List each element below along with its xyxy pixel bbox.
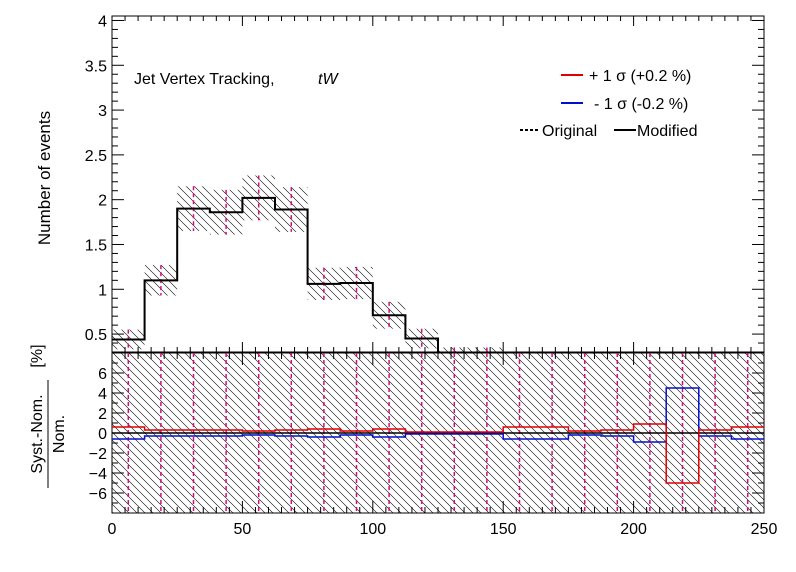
legend-down-label: - 1 σ (-0.2 %) — [594, 96, 688, 113]
main-y-tick-label: 3 — [98, 103, 107, 120]
main-panel: 0.5 1 1.5 2 2.5 3 3.5 4 Number of events Jet Ve… — [35, 13, 765, 353]
x-tick-label: 50 — [234, 521, 252, 538]
main-plot-frame — [111, 15, 765, 353]
legend-up-label: + 1 σ (+0.2 %) — [589, 68, 691, 85]
ratio-y-tick-label: −4 — [89, 466, 107, 483]
ratio-label-unit: [%] — [29, 344, 46, 367]
legend-modified-label: Modified — [637, 123, 697, 140]
main-y-tick-label: 2 — [98, 193, 107, 210]
main-y-tick-label: 2.5 — [85, 148, 107, 165]
main-y-tick-label: 0.5 — [85, 327, 107, 344]
x-tick-label: 250 — [751, 521, 778, 538]
main-y-tick-label: 1 — [98, 282, 107, 299]
ratio-y-tick-label: −6 — [89, 486, 107, 503]
x-tick-label: 200 — [620, 521, 647, 538]
x-tick-label: 150 — [490, 521, 517, 538]
main-y-tick-label: 3.5 — [85, 58, 107, 75]
modified-histogram-line — [112, 196, 439, 352]
annotation-label: Jet Vertex Tracking, — [134, 71, 275, 88]
ratio-label-numerator: Syst.-Nom. — [29, 394, 46, 473]
ratio-y-tick-label: 2 — [98, 406, 107, 423]
ratio-y-axis-label: Syst.-Nom. Nom. [%] — [29, 344, 68, 488]
main-y-axis-label: Number of events — [35, 111, 54, 245]
main-y-tick-label: 4 — [98, 13, 107, 30]
x-tick-label: 100 — [359, 521, 386, 538]
x-tick-label: 0 — [108, 521, 117, 538]
ratio-y-tick-label: 4 — [98, 386, 107, 403]
ratio-panel: −6 −4 −2 0 2 4 6 0 50 100 150 200 250 Syst.-Nom. No… — [29, 344, 777, 538]
ratio-label-denominator: Nom. — [51, 415, 68, 453]
legend: + 1 σ (+0.2 %) - 1 σ (-0.2 %) Original M… — [520, 68, 697, 140]
ratio-y-tick-label: −2 — [89, 446, 107, 463]
ratio-y-tick-label: 0 — [98, 426, 107, 443]
ratio-y-tick-label: 6 — [98, 366, 107, 383]
main-y-tick-label: 1.5 — [85, 237, 107, 254]
up-variation-ratio-line — [112, 423, 764, 484]
process-label: tW — [318, 71, 339, 88]
legend-original-label: Original — [542, 123, 597, 140]
